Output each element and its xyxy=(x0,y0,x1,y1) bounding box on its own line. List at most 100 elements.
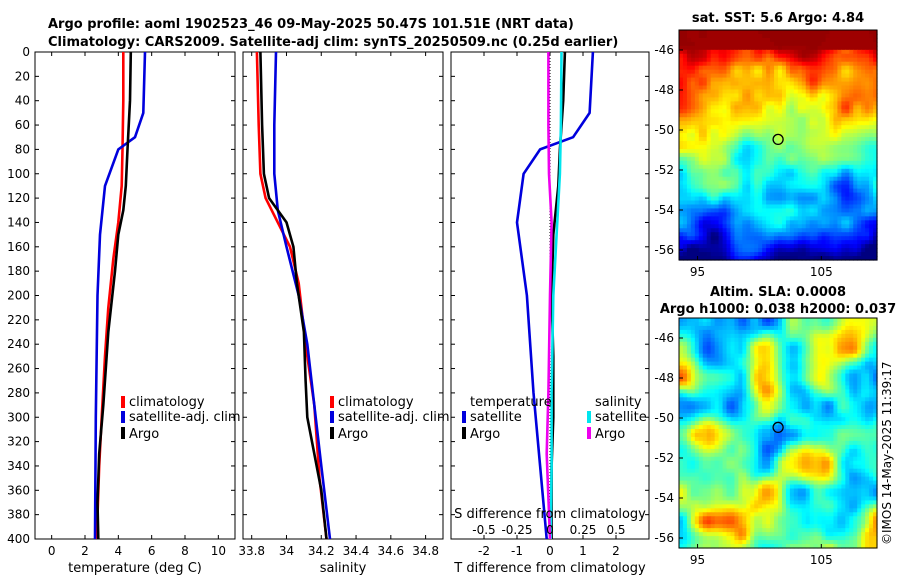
heatmap-cell xyxy=(730,93,736,99)
heatmap-cell xyxy=(857,248,862,253)
heatmap-cell xyxy=(682,184,688,190)
heatmap-cell xyxy=(789,456,795,462)
heatmap-cell xyxy=(762,244,767,249)
heatmap-cell xyxy=(746,436,751,442)
heatmap-cell xyxy=(730,77,736,83)
heatmap-cell xyxy=(797,240,803,245)
heatmap-cell xyxy=(702,113,708,118)
heatmap-cell xyxy=(797,417,803,422)
heatmap-cell xyxy=(742,164,747,170)
heatmap-cell xyxy=(679,389,684,394)
heatmap-cell xyxy=(714,188,720,194)
heatmap-cell xyxy=(845,89,850,95)
heatmap-cell xyxy=(754,192,759,198)
heatmap-cell xyxy=(734,184,739,190)
heatmap-cell xyxy=(726,440,732,446)
heatmap-cell xyxy=(770,248,775,253)
heatmap-cell xyxy=(730,105,736,110)
heatmap-cell xyxy=(849,409,854,414)
heatmap-cell xyxy=(841,49,846,55)
heatmap-cell xyxy=(698,125,704,130)
pressure-tick-label: 60 xyxy=(15,118,30,132)
heatmap-cell xyxy=(825,85,831,91)
heatmap-cell xyxy=(793,349,799,355)
heatmap-cell xyxy=(694,456,700,462)
heatmap-cell xyxy=(813,357,819,363)
heatmap-cell xyxy=(770,333,775,339)
heatmap-cell xyxy=(789,425,795,430)
heatmap-cell xyxy=(785,200,791,206)
heatmap-cell xyxy=(690,137,696,142)
heatmap-cell xyxy=(682,444,688,450)
heatmap-cell xyxy=(766,252,771,257)
heatmap-cell xyxy=(726,224,732,229)
heatmap-cell xyxy=(789,228,795,233)
heatmap-cell xyxy=(762,152,767,158)
heatmap-cell xyxy=(861,69,866,75)
heatmap-cell xyxy=(797,433,803,438)
heatmap-cell xyxy=(833,409,838,414)
heatmap-cell xyxy=(849,417,854,422)
heatmap-cell xyxy=(690,413,696,418)
heatmap-cell xyxy=(706,188,712,194)
heatmap-cell xyxy=(829,389,835,394)
heatmap-cell xyxy=(726,393,732,398)
heatmap-cell xyxy=(738,421,743,426)
heatmap-cell xyxy=(742,409,747,414)
heatmap-cell xyxy=(825,101,831,106)
heatmap-cell xyxy=(686,444,692,450)
heatmap-cell xyxy=(821,236,827,241)
heatmap-cell xyxy=(718,192,724,198)
heatmap-cell xyxy=(785,216,791,221)
heatmap-cell xyxy=(698,65,704,71)
heatmap-cell xyxy=(873,440,878,446)
heatmap-cell xyxy=(865,341,870,347)
heatmap-cell xyxy=(766,180,771,186)
heatmap-cell xyxy=(718,121,724,126)
heatmap-cell xyxy=(742,448,747,454)
heatmap-cell xyxy=(766,208,771,214)
heatmap-cell xyxy=(750,369,755,375)
heatmap-cell xyxy=(801,393,807,398)
heatmap-cell xyxy=(774,65,779,71)
heatmap-cell xyxy=(730,212,736,217)
heatmap-cell xyxy=(722,377,728,383)
heatmap-cell xyxy=(710,405,716,410)
heatmap-cell xyxy=(869,448,874,454)
pressure-tick-label: 280 xyxy=(7,386,30,400)
heatmap-cell xyxy=(793,256,799,261)
heatmap-cell xyxy=(722,137,728,142)
heatmap-cell xyxy=(857,256,862,261)
heatmap-cell xyxy=(785,456,791,462)
heatmap-cell xyxy=(793,145,799,150)
heatmap-cell xyxy=(849,365,854,371)
heatmap-cell xyxy=(829,357,835,363)
heatmap-cell xyxy=(770,224,775,229)
heatmap-cell xyxy=(778,341,783,347)
heatmap-cell xyxy=(742,381,747,387)
heatmap-cell xyxy=(718,152,724,158)
heatmap-cell xyxy=(738,168,743,174)
heatmap-cell xyxy=(813,425,819,430)
heatmap-cell xyxy=(813,436,819,442)
heatmap-cell xyxy=(865,30,870,35)
heatmap-cell xyxy=(758,256,763,261)
heatmap-cell xyxy=(873,93,878,99)
heatmap-cell xyxy=(750,196,755,202)
heatmap-cell xyxy=(722,176,728,182)
heatmap-cell xyxy=(746,105,751,110)
heatmap-cell xyxy=(809,436,815,442)
heatmap-cell xyxy=(762,321,767,327)
heatmap-cell xyxy=(682,53,688,59)
heatmap-cell xyxy=(837,93,842,99)
heatmap-cell xyxy=(781,413,787,418)
pressure-tick-label: 340 xyxy=(7,459,30,473)
heatmap-cell xyxy=(734,333,739,339)
heatmap-cell xyxy=(778,168,783,174)
heatmap-cell xyxy=(793,176,799,182)
heatmap-cell xyxy=(706,137,712,142)
heatmap-cell xyxy=(698,232,704,237)
heatmap-cell xyxy=(722,413,728,418)
heatmap-cell xyxy=(778,212,783,217)
heatmap-cell xyxy=(690,77,696,83)
